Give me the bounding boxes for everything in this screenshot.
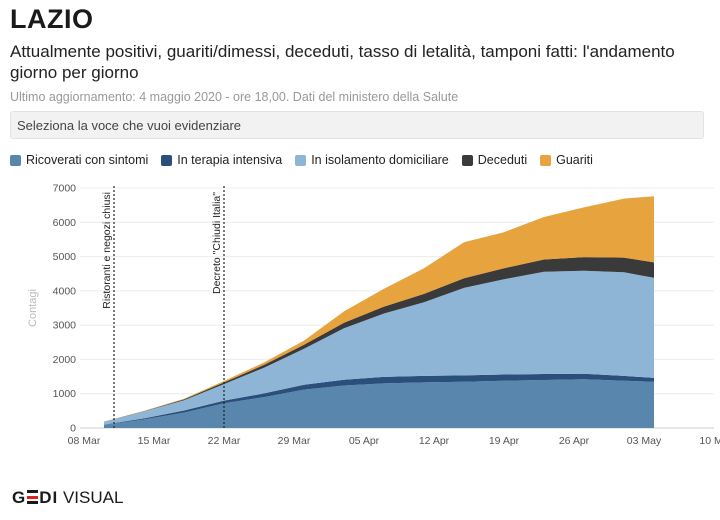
x-tick-label: 10 Ma — [699, 435, 720, 447]
area-series-guariti[interactable] — [104, 196, 654, 422]
y-tick-label: 5000 — [53, 251, 77, 263]
y-tick-label: 6000 — [53, 217, 77, 229]
area-series-ricoverati[interactable] — [104, 379, 654, 428]
x-tick-label: 29 Mar — [278, 435, 311, 447]
legend-swatch-isolamento — [295, 154, 307, 166]
x-tick-label: 03 May — [627, 435, 662, 447]
y-tick-label: 3000 — [53, 320, 77, 332]
legend-item-ricoverati[interactable]: Ricoverati con sintomi — [10, 153, 148, 167]
legend-swatch-guariti — [540, 154, 552, 166]
legend-item-guariti[interactable]: Guariti — [540, 153, 593, 167]
legend-item-terapia[interactable]: In terapia intensiva — [161, 153, 282, 167]
chart-legend: Ricoverati con sintomi In terapia intens… — [10, 152, 606, 168]
x-tick-label: 22 Mar — [208, 435, 241, 447]
legend-label-ricoverati: Ricoverati con sintomi — [26, 153, 149, 167]
gedi-visual-logo: G DI VISUAL — [12, 488, 124, 507]
gedi-e-mark — [27, 490, 39, 504]
legend-label-isolamento: In isolamento domiciliare — [311, 153, 449, 167]
series-highlight-select[interactable]: Seleziona la voce che vuoi evidenziare — [10, 111, 704, 139]
y-axis-title: Contagi — [27, 289, 39, 327]
legend-swatch-ricoverati — [10, 154, 21, 166]
page-title: LAZIO — [10, 4, 94, 34]
stacked-area-chart: Ristoranti e negozi chiusi Decreto "Chiud… — [27, 183, 720, 448]
y-tick-label: 7000 — [53, 183, 77, 195]
event-marker-label: Ristoranti e negozi chiusi — [101, 192, 113, 309]
legend-label-guariti: Guariti — [556, 153, 593, 167]
y-tick-label: 4000 — [53, 285, 77, 297]
event-marker-label: Decreto "Chiudi Italia" — [211, 192, 223, 294]
legend-swatch-deceduti — [461, 154, 473, 166]
y-tick-label: 0 — [70, 423, 76, 435]
legend-swatch-terapia — [161, 154, 173, 166]
x-tick-label: 15 Mar — [138, 435, 171, 447]
x-tick-label: 05 Apr — [349, 435, 380, 447]
x-tick-label: 19 Apr — [489, 435, 520, 447]
legend-label-deceduti: Deceduti — [477, 153, 528, 167]
legend-label-terapia: In terapia intensiva — [177, 153, 283, 167]
chart-subtitle: Attualmente positivi, guariti/dimessi, d… — [10, 42, 675, 82]
legend-item-isolamento[interactable]: In isolamento domiciliare — [295, 153, 449, 167]
x-tick-label: 08 Mar — [68, 435, 101, 447]
y-tick-label: 1000 — [53, 388, 77, 400]
x-tick-label: 26 Apr — [559, 435, 590, 447]
legend-item-deceduti[interactable]: Deceduti — [461, 153, 528, 167]
x-tick-label: 12 Apr — [419, 435, 450, 447]
area-series-terapia[interactable] — [104, 373, 654, 425]
y-tick-label: 2000 — [53, 354, 77, 366]
area-series-isolamento[interactable] — [104, 270, 654, 425]
last-updated-note: Ultimo aggiornamento: 4 maggio 2020 - or… — [10, 90, 459, 104]
